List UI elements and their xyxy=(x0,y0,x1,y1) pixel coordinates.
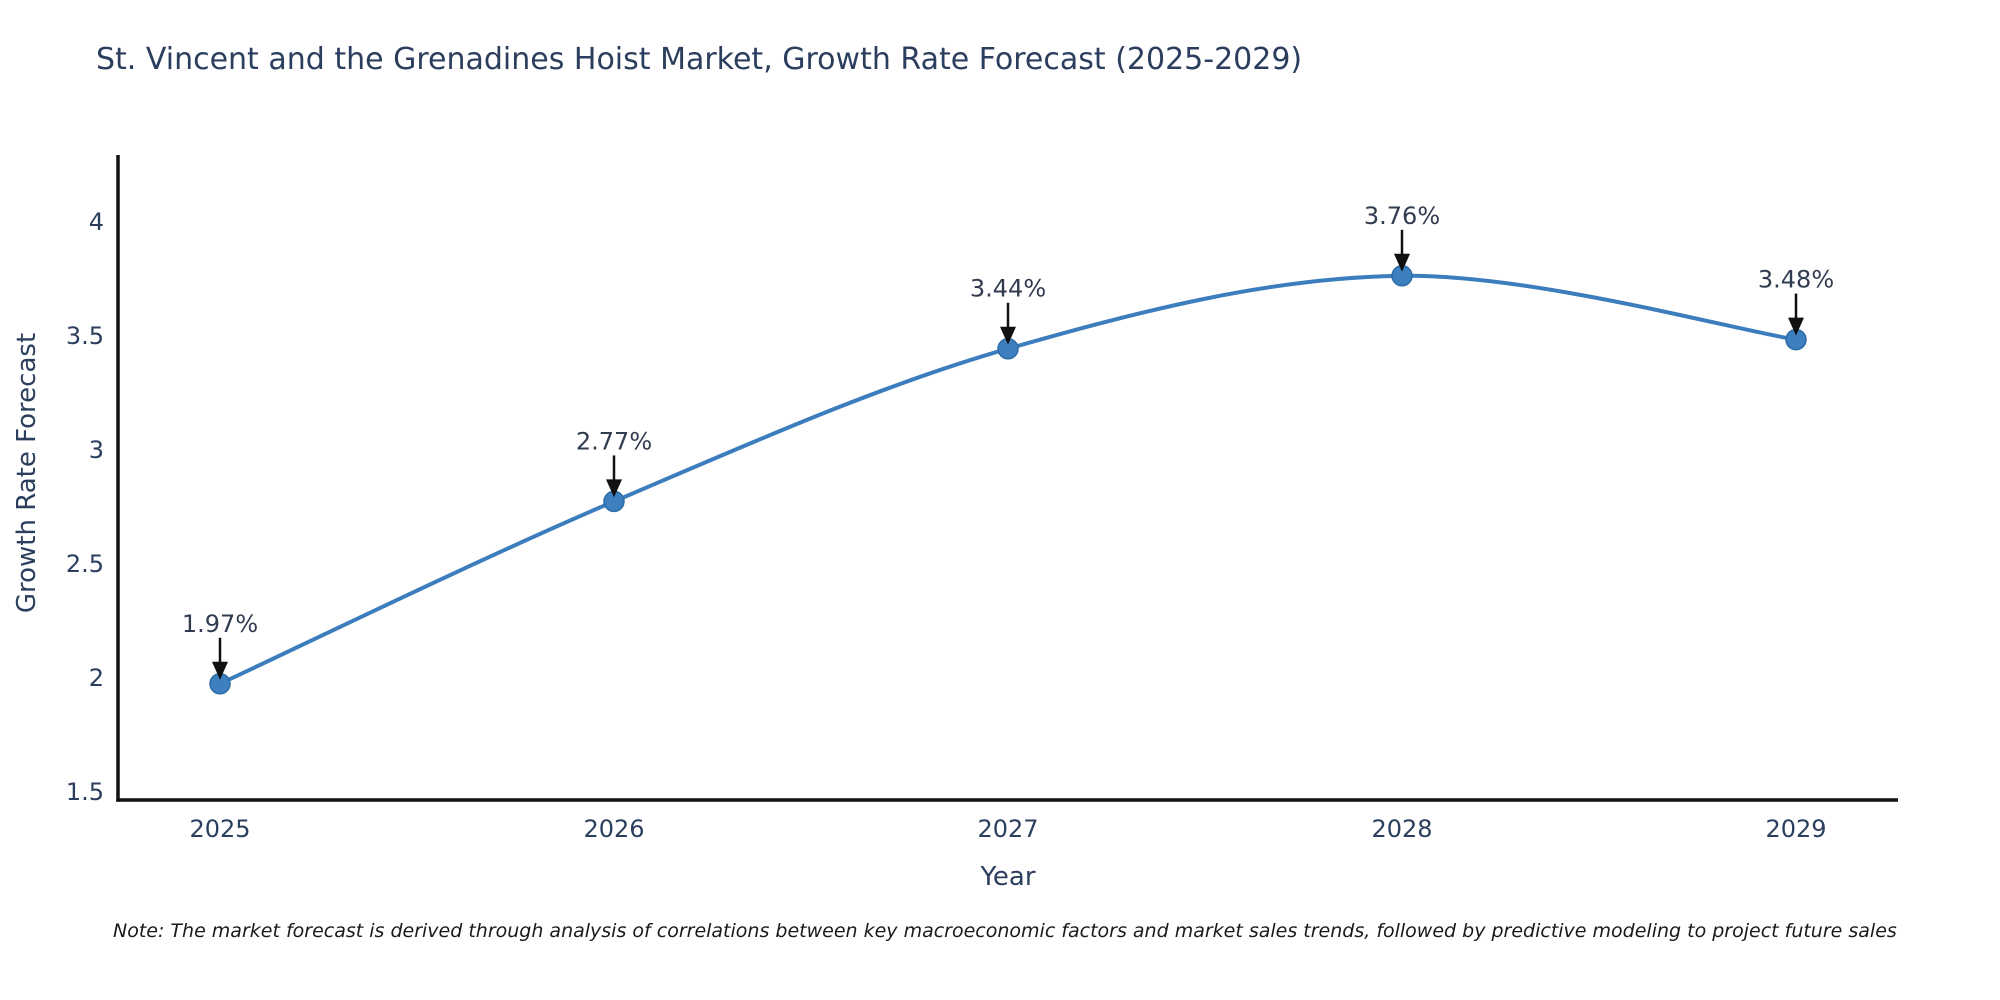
chart-title: St. Vincent and the Grenadines Hoist Mar… xyxy=(96,42,1303,77)
y-tick-label: 2 xyxy=(89,664,104,692)
y-tick-label: 3 xyxy=(89,436,104,464)
annotation-arrowhead xyxy=(1394,253,1410,272)
x-tick-label: 2027 xyxy=(977,815,1038,843)
y-tick-label: 2.5 xyxy=(66,550,104,578)
x-tick-label: 2026 xyxy=(583,815,644,843)
footnote: Note: The market forecast is derived thr… xyxy=(113,920,1897,942)
point-annotation: 3.44% xyxy=(970,275,1046,303)
x-tick-label: 2025 xyxy=(189,815,250,843)
point-annotation: 2.77% xyxy=(576,427,652,455)
y-tick-label: 3.5 xyxy=(66,322,104,350)
y-tick-label: 1.5 xyxy=(66,778,104,806)
point-annotation: 1.97% xyxy=(182,610,258,638)
annotation-arrowhead xyxy=(212,661,228,680)
annotation-arrowhead xyxy=(1000,326,1016,345)
point-annotation: 3.48% xyxy=(1758,266,1834,294)
annotation-arrowhead xyxy=(606,479,622,498)
annotation-arrowhead xyxy=(1788,317,1804,336)
x-tick-label: 2028 xyxy=(1371,815,1432,843)
point-annotation: 3.76% xyxy=(1364,202,1440,230)
x-axis-title: Year xyxy=(980,862,1036,892)
y-tick-label: 4 xyxy=(89,208,104,236)
x-tick-label: 2029 xyxy=(1765,815,1826,843)
